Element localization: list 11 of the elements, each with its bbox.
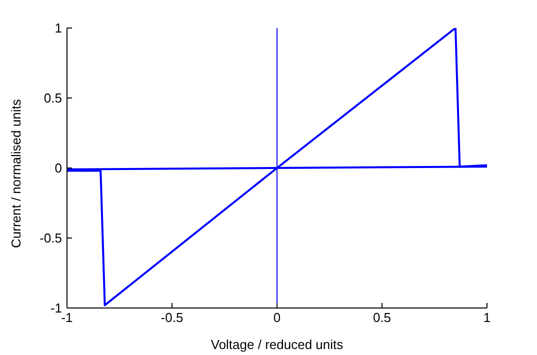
y-tick-label: -1 — [50, 300, 62, 316]
y-tick-label: 1 — [54, 20, 62, 36]
x-tick-label: -0.5 — [160, 310, 184, 326]
x-tick-label: 0 — [273, 310, 281, 326]
x-tick-label: 1 — [483, 310, 491, 326]
x-tick-label: 0.5 — [372, 310, 392, 326]
y-tick-label: 0 — [54, 160, 62, 176]
x-axis-title: Voltage / reduced units — [210, 337, 344, 352]
y-tick-label: 0.5 — [44, 90, 62, 106]
y-axis-title: Current / normalised units — [8, 98, 24, 248]
y-tick-label: -0.5 — [40, 230, 62, 246]
